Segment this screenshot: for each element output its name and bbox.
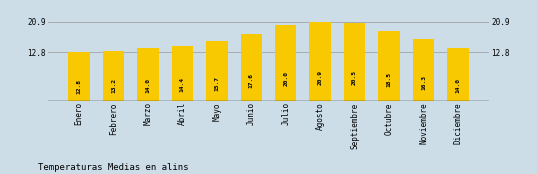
Bar [172, 56, 193, 101]
Bar [344, 56, 365, 101]
Bar [447, 56, 469, 101]
Text: 17.6: 17.6 [249, 73, 254, 88]
Bar [68, 52, 90, 101]
Text: 14.0: 14.0 [146, 77, 150, 93]
Text: 16.3: 16.3 [421, 75, 426, 90]
Text: 12.8: 12.8 [77, 79, 82, 94]
Text: 20.9: 20.9 [318, 70, 323, 85]
Bar [172, 46, 193, 101]
Bar [137, 48, 158, 101]
Bar [379, 31, 400, 101]
Bar [344, 23, 365, 101]
Bar [275, 56, 296, 101]
Bar [103, 56, 124, 101]
Text: 20.0: 20.0 [283, 71, 288, 86]
Text: 15.7: 15.7 [214, 76, 219, 91]
Bar [103, 51, 124, 101]
Text: 14.4: 14.4 [180, 77, 185, 92]
Bar [309, 56, 331, 101]
Bar [68, 56, 90, 101]
Bar [206, 41, 228, 101]
Bar [447, 48, 469, 101]
Bar [379, 56, 400, 101]
Text: 13.2: 13.2 [111, 78, 116, 93]
Bar [309, 22, 331, 101]
Bar [241, 34, 262, 101]
Bar [206, 56, 228, 101]
Text: 14.0: 14.0 [455, 77, 460, 93]
Bar [241, 56, 262, 101]
Text: Temperaturas Medias en alins: Temperaturas Medias en alins [38, 163, 188, 172]
Bar [413, 39, 434, 101]
Text: 20.5: 20.5 [352, 70, 357, 85]
Text: 18.5: 18.5 [387, 72, 391, 87]
Bar [275, 25, 296, 101]
Bar [137, 56, 158, 101]
Bar [413, 56, 434, 101]
